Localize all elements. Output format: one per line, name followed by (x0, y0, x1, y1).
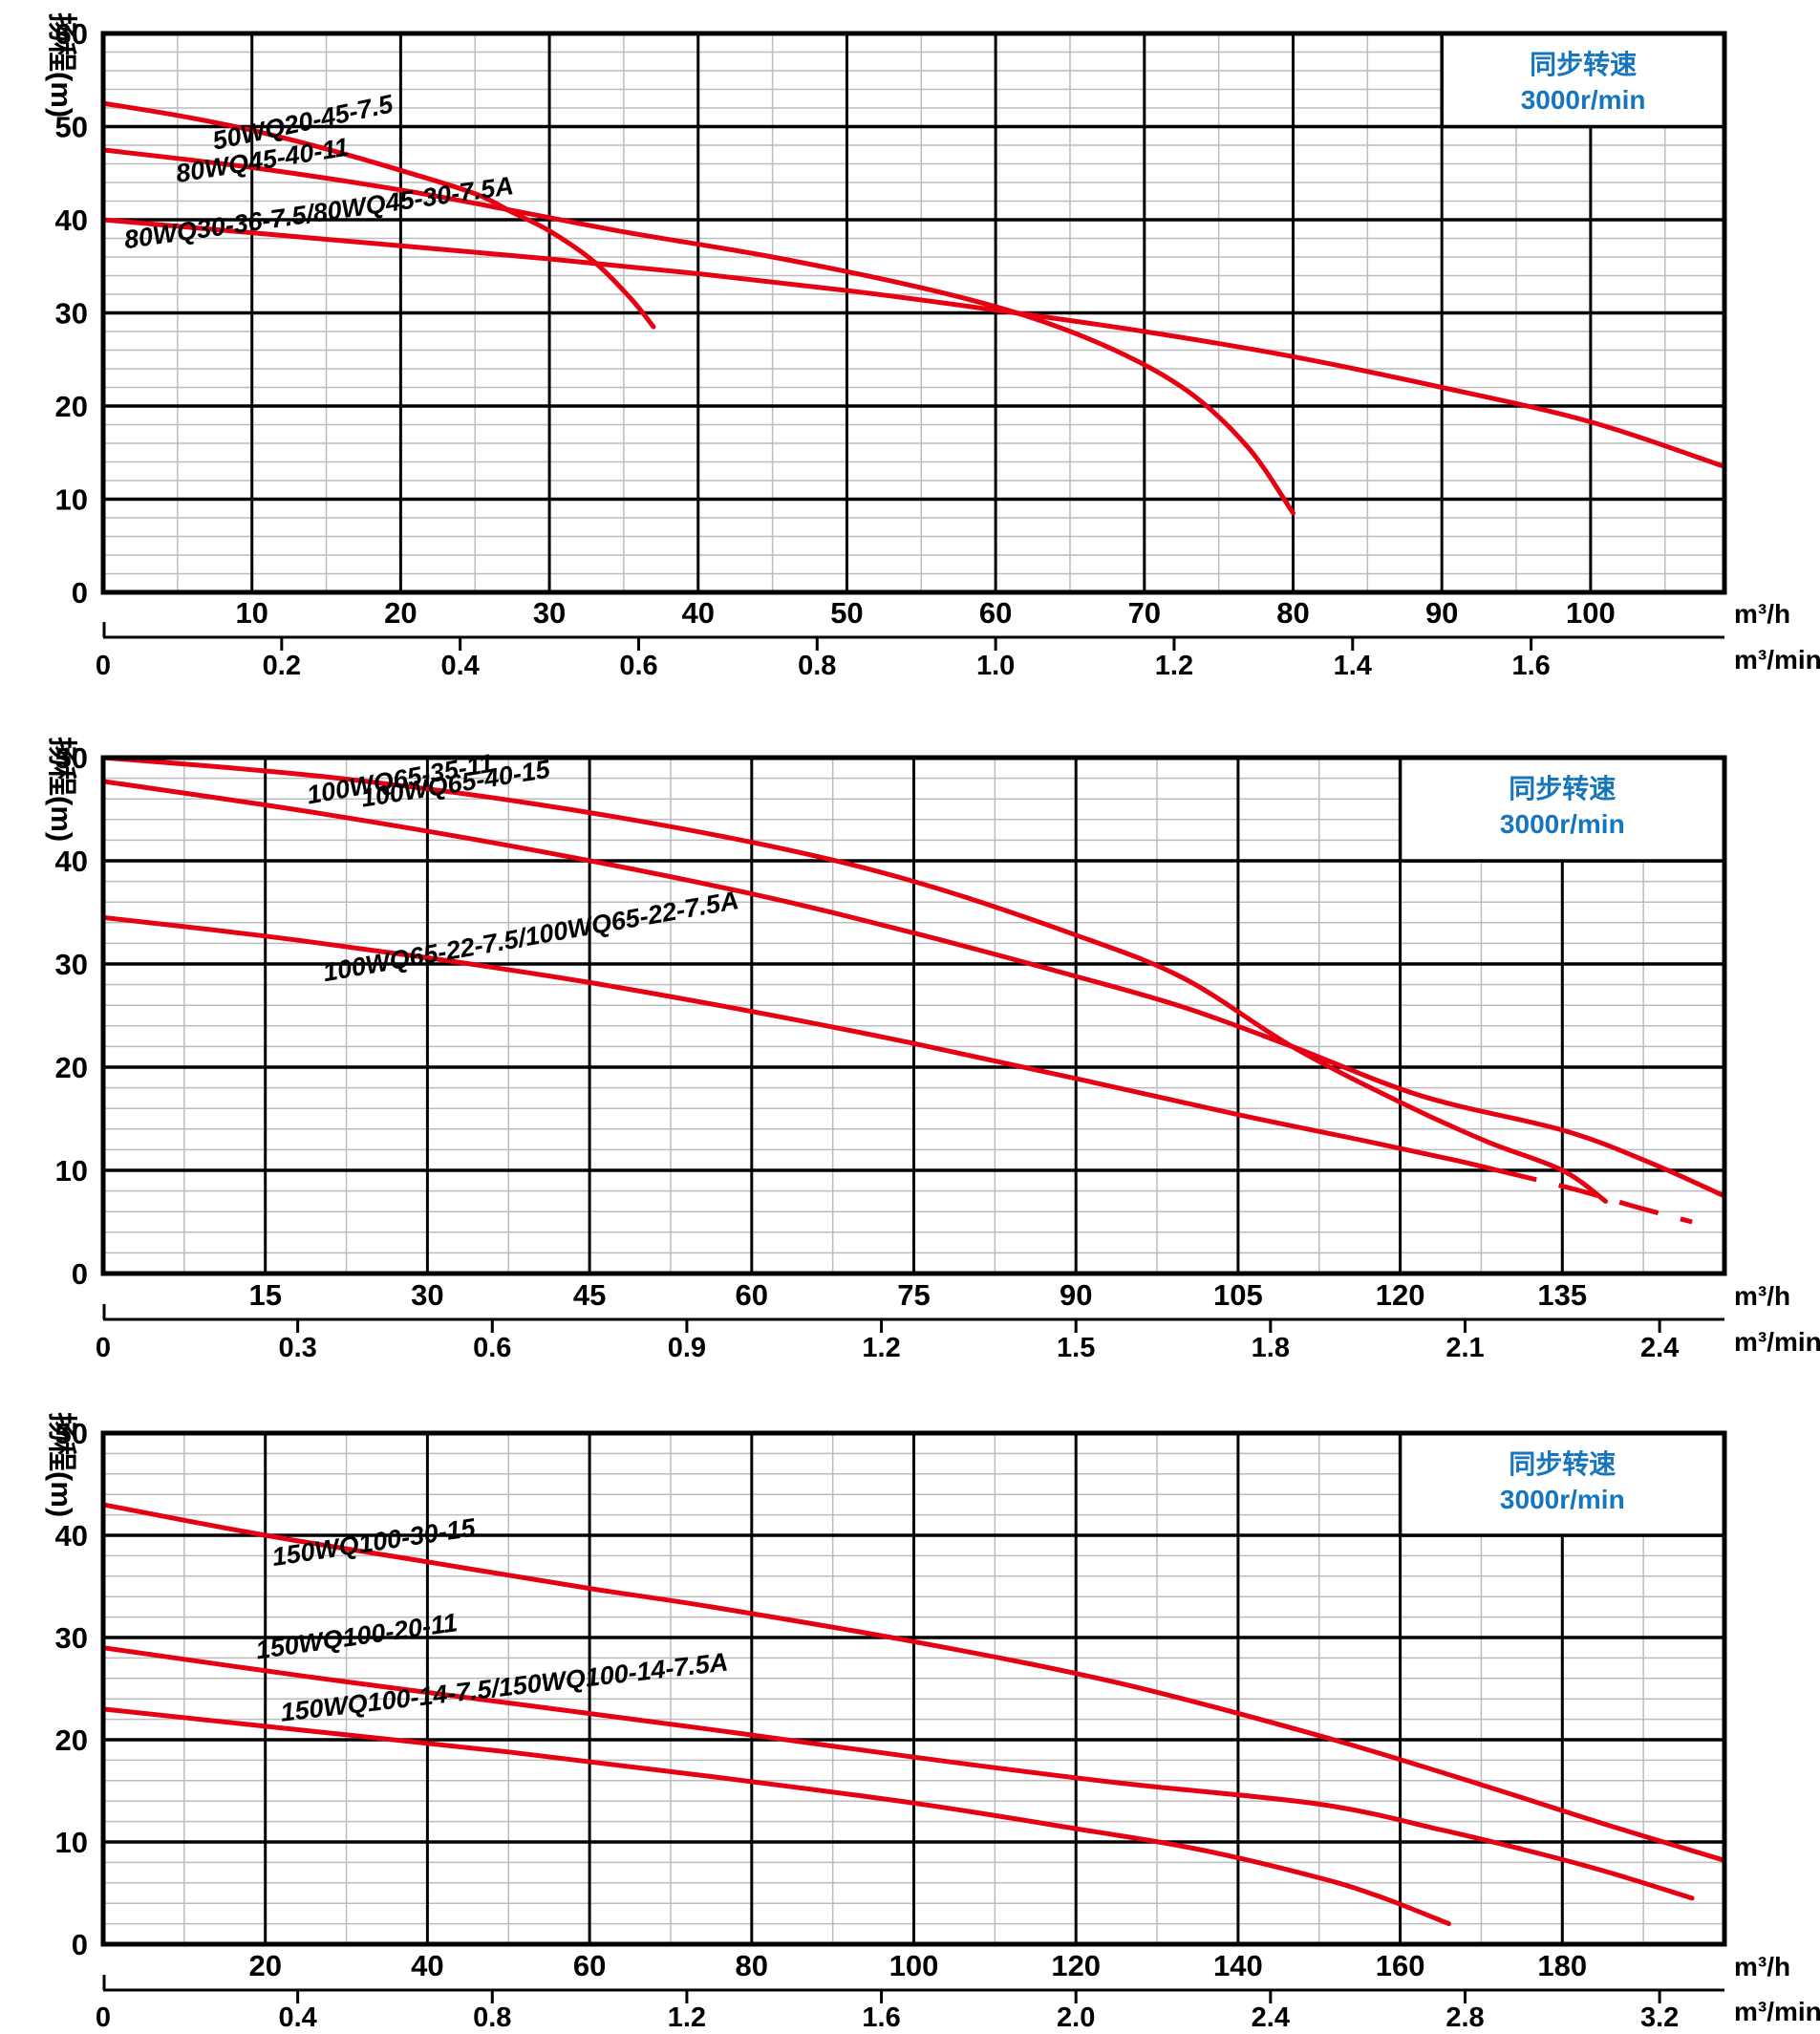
x-tick-label: 100 (1566, 596, 1616, 630)
x-axis-unit: m³/h (1734, 599, 1790, 629)
x-tick-label: 60 (979, 596, 1012, 630)
y-tick-label: 40 (55, 203, 88, 237)
alt-tick-label: 1.4 (1334, 651, 1372, 681)
y-tick-label: 50 (55, 111, 88, 144)
alt-tick-label: 1.2 (1155, 651, 1193, 681)
x-tick-label: 10 (235, 596, 268, 630)
x-tick-label: 50 (830, 596, 863, 630)
alt-tick-label: 0.4 (440, 651, 479, 681)
x-tick-label: 40 (682, 596, 715, 630)
alt-tick-label: 0.6 (619, 651, 657, 681)
sync-speed-label: 同步转速 (1530, 50, 1637, 79)
y-tick-label: 0 (72, 576, 88, 610)
curve-80WQ30-36-7.5/80WQ45-30-7.5A (100, 217, 1727, 469)
alt-axis-unit: m³/min (1734, 645, 1820, 674)
x-tick-label: 90 (1425, 596, 1458, 630)
curve-80WQ45-40-11 (100, 147, 1295, 516)
alt-tick-label: 1.6 (1511, 651, 1550, 681)
plot-frame (100, 31, 1727, 595)
curve-50WQ20-45-7.5 (100, 100, 656, 330)
x-tick-label: 30 (533, 596, 566, 630)
x-tick-label: 20 (384, 596, 417, 630)
x-tick-label: 70 (1128, 596, 1161, 630)
sync-speed-value: 3000r/min (1521, 85, 1646, 115)
y-tick-label: 20 (55, 390, 88, 423)
alt-tick-label: 1.0 (976, 651, 1015, 681)
y-tick-label: 30 (55, 297, 88, 331)
y-tick-label: 60 (55, 17, 88, 51)
alt-tick-label: 0.2 (263, 651, 301, 681)
alt-tick-label: 0 (96, 651, 111, 681)
x-tick-label: 80 (1276, 596, 1309, 630)
y-tick-label: 10 (55, 483, 88, 517)
y-axis-title: 扬程(m) (45, 12, 78, 118)
note-box (1442, 33, 1724, 127)
alt-tick-label: 0.8 (798, 651, 836, 681)
